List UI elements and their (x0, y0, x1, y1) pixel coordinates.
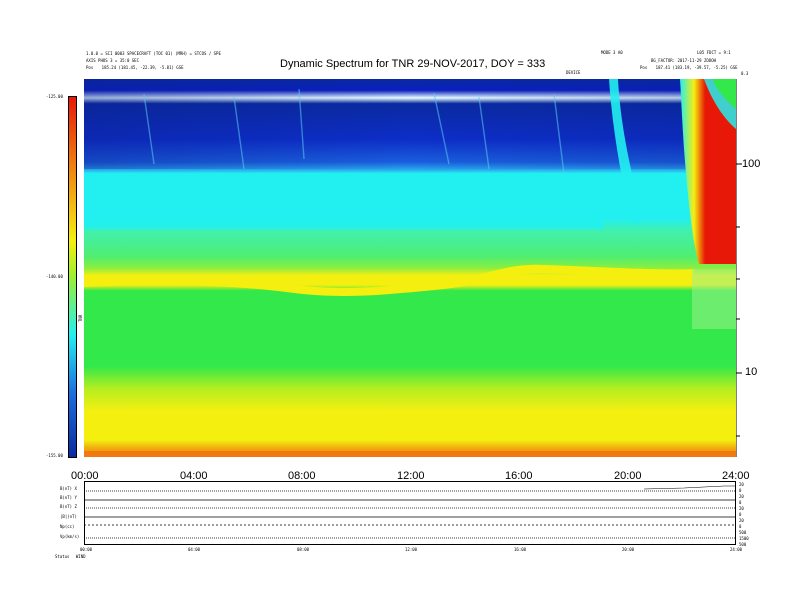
colorbar-tick-top: -125.00 (46, 94, 63, 99)
header-corner: 0.3 (741, 71, 749, 76)
x-tick-00: 00:00 (71, 470, 99, 482)
aux-right-5: 0 (739, 512, 742, 517)
aux-x-tick-08: 08:00 (297, 547, 310, 552)
aux-right-0: 20 (739, 482, 744, 487)
aux-footer: Status WIND (55, 554, 86, 559)
chart-title: Dynamic Spectrum for TNR 29-NOV-2017, DO… (280, 58, 546, 70)
aux-label-by: B(nT) Y (60, 495, 77, 500)
header-device: DEVICE (566, 70, 581, 75)
aux-x-tick-00: 00:00 (80, 547, 93, 552)
pos-label: Pos (86, 65, 94, 70)
aux-label-bmag: |B|(nT) (60, 514, 77, 519)
aux-label-bx: B(nT) X (60, 486, 77, 491)
aux-x-tick-24: 24:00 (730, 547, 743, 552)
x-tick-12: 12:00 (397, 470, 425, 482)
header-mode: MODE 3 A0 (601, 50, 623, 55)
x-tick-20: 20:00 (614, 470, 642, 482)
y-axis-right (736, 79, 742, 457)
aux-right-9: 1500 (739, 536, 749, 541)
y-tick-100: 100 (742, 158, 761, 170)
colorbar-label: TNR (78, 314, 83, 322)
pos-label-right: Pos (640, 65, 648, 70)
header-pos-right: Pos 187.41 (183.19, -39.57, -5.25) GSE (640, 65, 738, 70)
aux-right-7: 0 (739, 524, 742, 529)
colorbar-tick-bottom: -155.00 (46, 453, 63, 458)
aux-x-tick-16: 16:00 (514, 547, 527, 552)
aux-panel (84, 481, 736, 545)
pos-value: 185.24 (181.45, -22.39, -5.81) GSE (101, 65, 184, 70)
aux-label-vp: Vp(km/s) (60, 534, 80, 539)
aux-x-tick-04: 04:00 (188, 547, 201, 552)
y-tick-10: 10 (745, 366, 758, 378)
x-tick-16: 16:00 (505, 470, 533, 482)
aux-label-bz: B(nT) Z (60, 504, 77, 509)
header-info-line2: AXIS PHOS 3 = 35:0 SEC (86, 58, 139, 63)
x-tick-24: 24:00 (722, 470, 750, 482)
aux-x-tick-12: 12:00 (405, 547, 418, 552)
aux-footer-value: WIND (75, 554, 86, 559)
aux-x-tick-20: 20:00 (622, 547, 635, 552)
header-bg-factor: BG_FACTOR: 2017-11-29 ZOOOH (651, 58, 717, 63)
aux-right-8: 500 (739, 530, 747, 535)
header-lfdct: L05 FDCT = 9:1 (697, 50, 731, 55)
colorbar-tick-mid: -140.00 (46, 274, 63, 279)
header-info-line1: 1.0.0 = SCI 0003 SPACECRAFT (TOC 01) (MR… (86, 51, 221, 56)
aux-right-10: 500 (739, 542, 747, 547)
aux-right-3: 0 (739, 500, 742, 505)
colorbar (68, 96, 77, 458)
aux-footer-label: Status (55, 554, 70, 559)
aux-right-6: 20 (739, 518, 744, 523)
pos-value-right: 187.41 (183.19, -39.57, -5.25) GSE (655, 65, 738, 70)
aux-right-2: 20 (739, 494, 744, 499)
x-tick-08: 08:00 (288, 470, 316, 482)
header-pos-left: Pos 185.24 (181.45, -22.39, -5.81) GSE (86, 65, 184, 70)
aux-right-1: 0 (739, 488, 742, 493)
spectrogram (84, 79, 736, 457)
x-tick-04: 04:00 (180, 470, 208, 482)
aux-label-np: Np(cc) (60, 524, 75, 529)
aux-right-4: 20 (739, 506, 744, 511)
